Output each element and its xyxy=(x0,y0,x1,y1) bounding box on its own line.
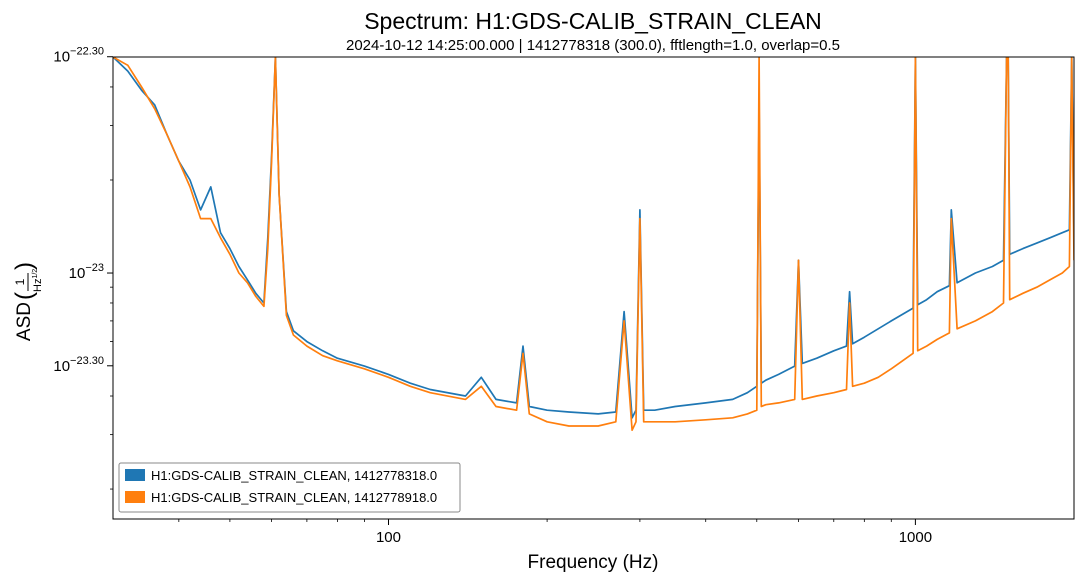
legend-label-series-2: H1:GDS-CALIB_STRAIN_CLEAN, 1412778918.0 xyxy=(151,490,437,505)
y-tick-label: 10−23.30 xyxy=(53,355,104,375)
y-axis-label-paren-close: ) xyxy=(11,262,38,270)
x-tick-label: 1000 xyxy=(899,529,932,546)
series-line-1 xyxy=(113,57,1074,419)
chart-subtitle: 2024-10-12 14:25:00.000 | 1412778318 (30… xyxy=(346,37,840,54)
y-axis-label: ASD ( 1 Hz1/2 ) xyxy=(11,262,44,341)
x-tick-label: 100 xyxy=(376,529,401,546)
legend-label-series-1: H1:GDS-CALIB_STRAIN_CLEAN, 1412778318.0 xyxy=(151,468,437,483)
y-axis-label-numerator: 1 xyxy=(13,278,27,285)
y-axis-ticks: 10−22.30 10−23 10−23.30 xyxy=(53,46,113,490)
series-line-2 xyxy=(113,57,1074,432)
y-tick-label: 10−22.30 xyxy=(53,46,104,66)
chart-title: Spectrum: H1:GDS-CALIB_STRAIN_CLEAN xyxy=(364,8,822,34)
legend-swatch-series-2 xyxy=(125,491,145,503)
y-tick-label: 10−23 xyxy=(69,262,104,282)
y-axis-label-denominator: Hz1/2 xyxy=(32,269,44,292)
plot-frame xyxy=(112,56,1075,520)
y-axis-label-text: ASD xyxy=(14,302,35,341)
legend-swatch-series-1 xyxy=(125,469,145,481)
legend-box xyxy=(118,462,461,513)
series-layer xyxy=(113,57,1074,432)
x-axis-ticks: 100 1000 xyxy=(178,519,932,546)
y-axis-label-paren-open: ( xyxy=(11,292,38,300)
legend: H1:GDS-CALIB_STRAIN_CLEAN, 1412778318.0 … xyxy=(118,462,461,513)
x-axis-label: Frequency (Hz) xyxy=(528,552,659,573)
